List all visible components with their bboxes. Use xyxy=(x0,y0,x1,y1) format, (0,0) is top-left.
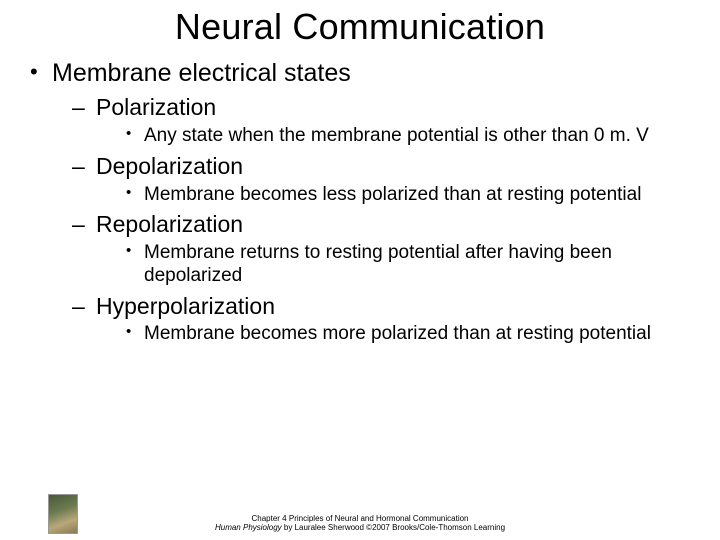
footer-attribution: by Lauralee Sherwood ©2007 Brooks/Cole-T… xyxy=(282,523,505,532)
level2-heading: Repolarization xyxy=(96,211,243,237)
list-item: Hyperpolarization Membrane becomes more … xyxy=(70,292,692,347)
list-item: Repolarization Membrane returns to resti… xyxy=(70,210,692,287)
level3-detail: Membrane becomes more polarized than at … xyxy=(144,323,651,344)
slide: Neural Communication Membrane electrical… xyxy=(0,0,720,540)
list-item: Membrane returns to resting potential af… xyxy=(122,242,692,288)
slide-content: Membrane electrical states Polarization … xyxy=(0,58,720,346)
list-item: Membrane becomes less polarized than at … xyxy=(122,184,692,207)
level2-heading: Depolarization xyxy=(96,153,243,179)
level2-heading: Polarization xyxy=(96,94,216,120)
bullet-list-level1: Membrane electrical states Polarization … xyxy=(28,58,692,346)
bullet-list-level3: Membrane becomes less polarized than at … xyxy=(96,184,692,207)
bullet-list-level3: Membrane becomes more polarized than at … xyxy=(96,323,692,346)
list-item: Membrane becomes more polarized than at … xyxy=(122,323,692,346)
level1-text: Membrane electrical states xyxy=(52,59,351,87)
bullet-list-level3: Any state when the membrane potential is… xyxy=(96,125,692,148)
level3-detail: Membrane returns to resting potential af… xyxy=(144,242,612,286)
level3-detail: Any state when the membrane potential is… xyxy=(144,125,649,146)
list-item: Any state when the membrane potential is… xyxy=(122,125,692,148)
footer-line1: Chapter 4 Principles of Neural and Hormo… xyxy=(0,514,720,523)
level3-detail: Membrane becomes less polarized than at … xyxy=(144,184,641,205)
list-item: Depolarization Membrane becomes less pol… xyxy=(70,152,692,207)
level2-heading: Hyperpolarization xyxy=(96,293,275,319)
slide-title: Neural Communication xyxy=(0,0,720,58)
list-item: Polarization Any state when the membrane… xyxy=(70,93,692,148)
list-item: Membrane electrical states Polarization … xyxy=(28,58,692,346)
bullet-list-level2: Polarization Any state when the membrane… xyxy=(52,93,692,346)
bullet-list-level3: Membrane returns to resting potential af… xyxy=(96,242,692,288)
footer-book-title: Human Physiology xyxy=(215,523,282,532)
slide-footer: Chapter 4 Principles of Neural and Hormo… xyxy=(0,514,720,532)
footer-line2: Human Physiology by Lauralee Sherwood ©2… xyxy=(0,523,720,532)
